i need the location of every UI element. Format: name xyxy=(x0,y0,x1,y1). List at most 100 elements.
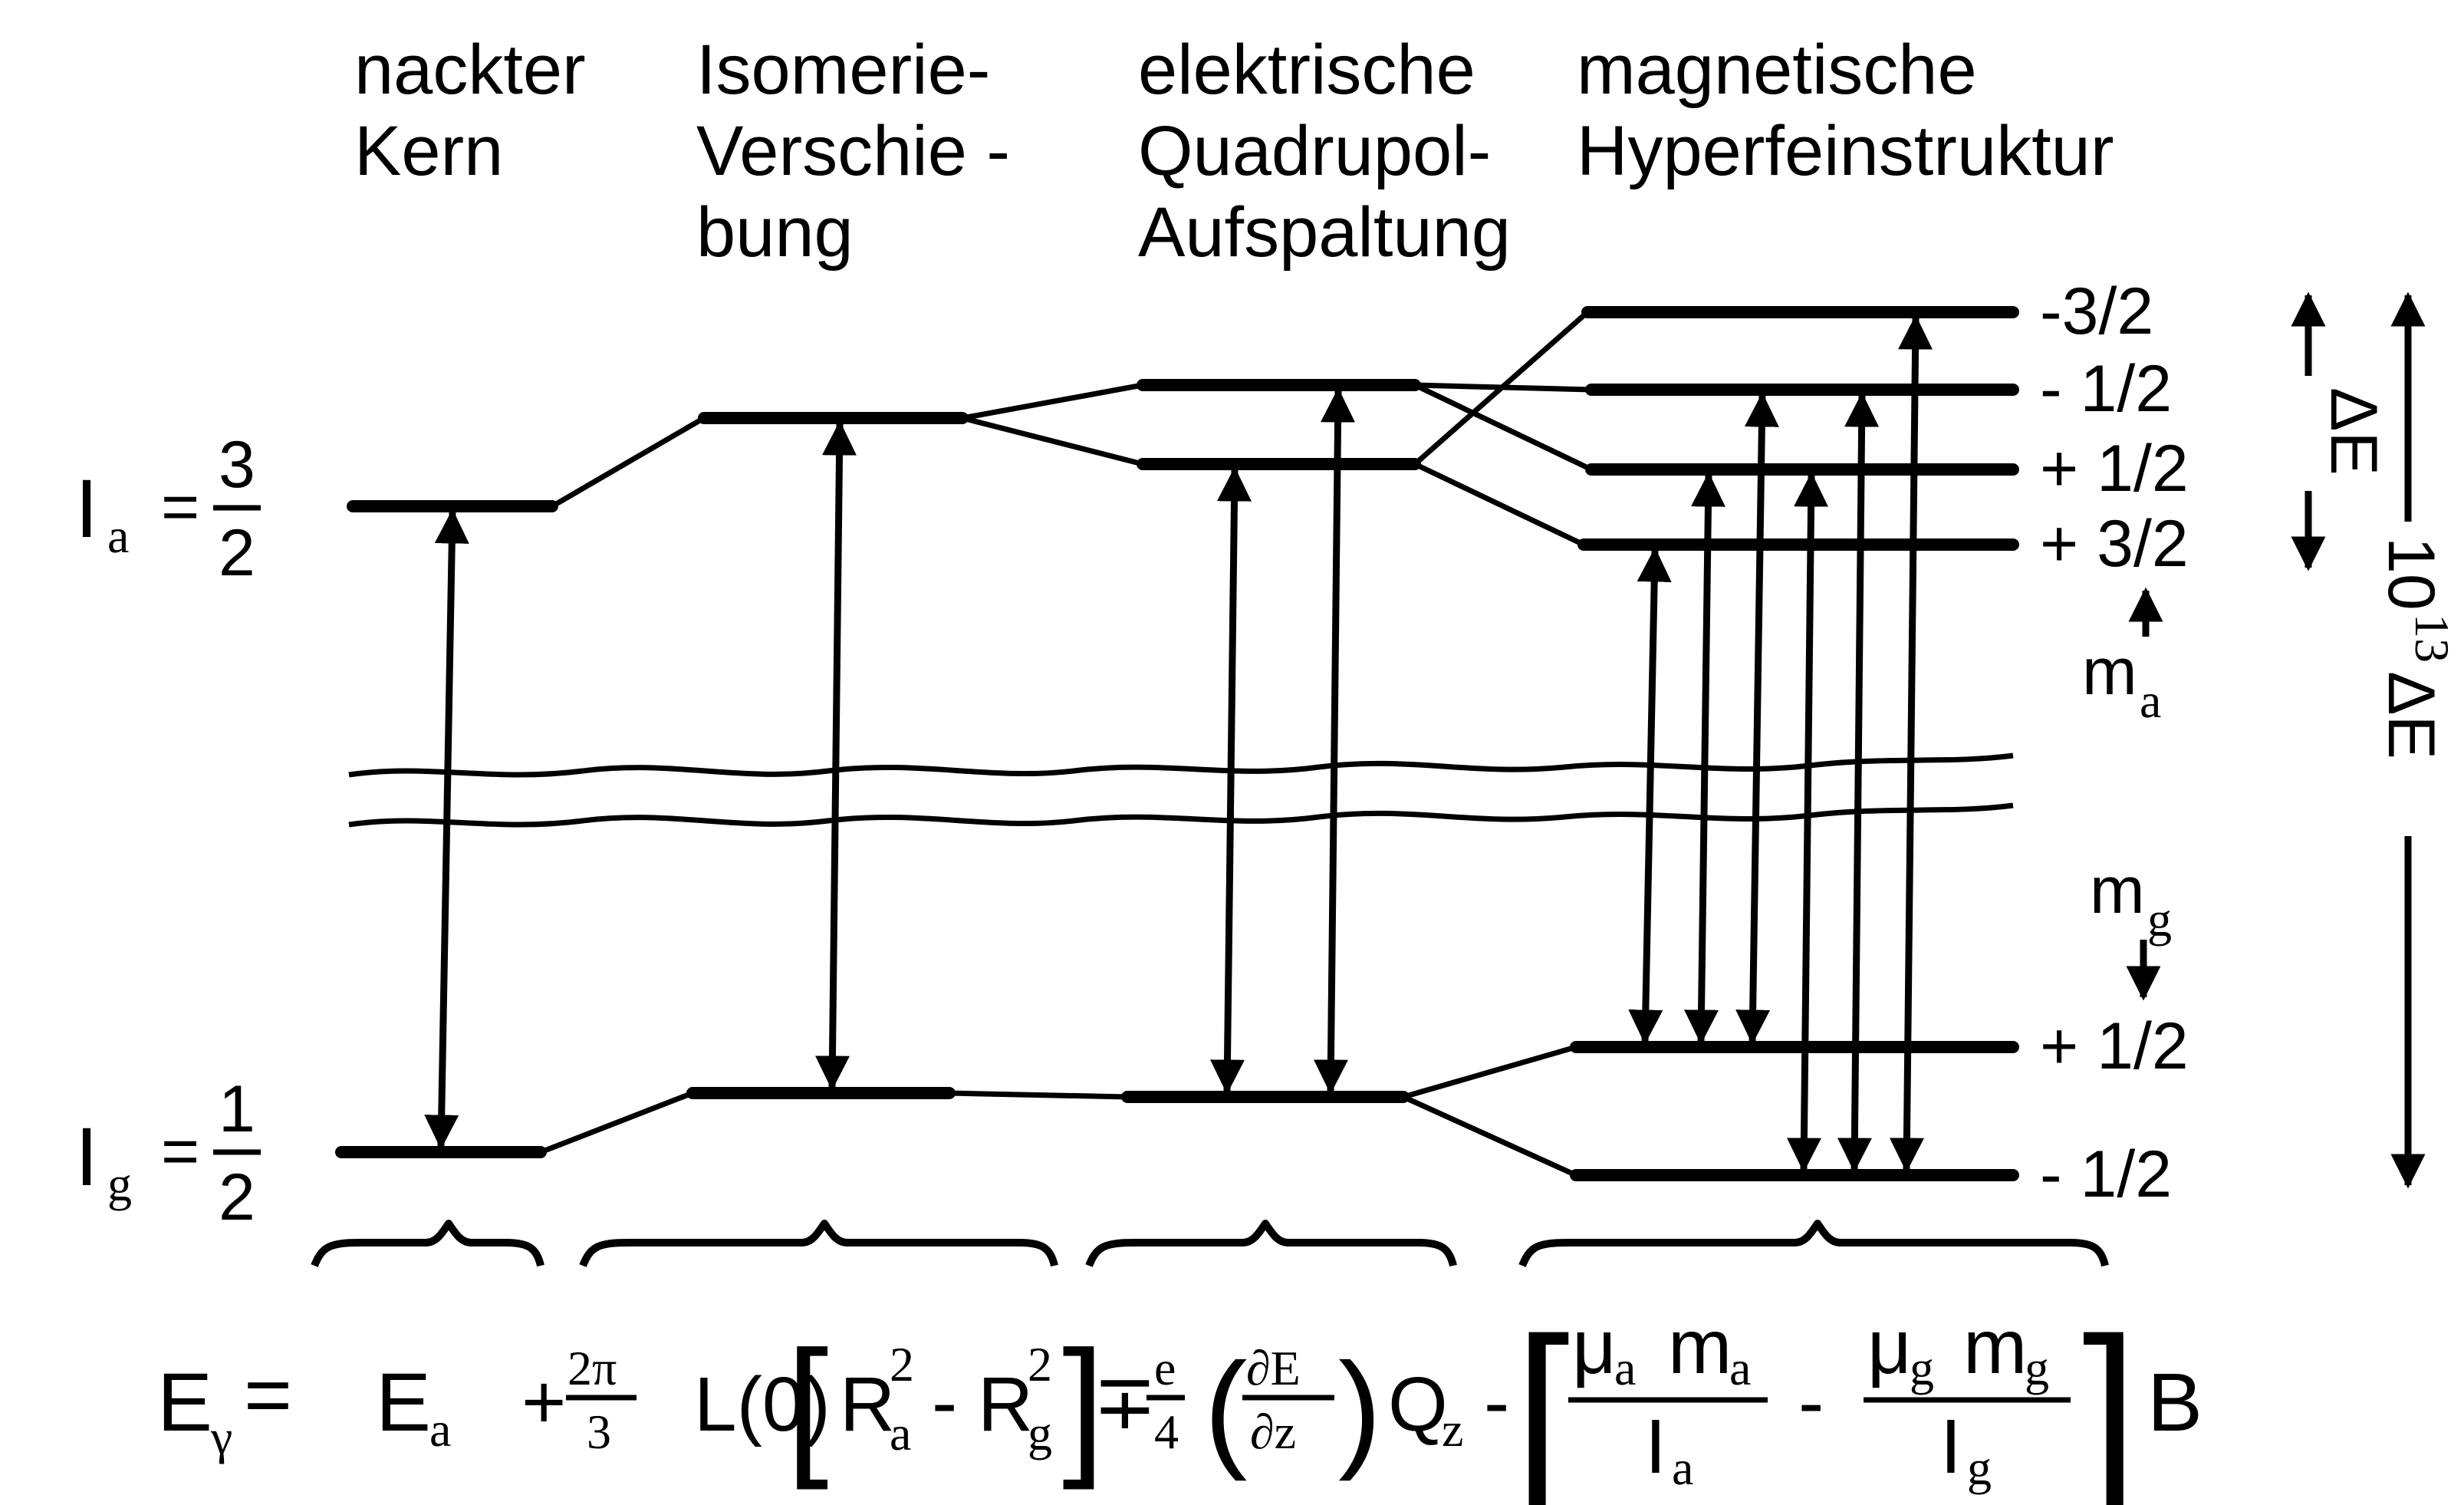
svg-text:E: E xyxy=(157,1355,212,1448)
transition-mag-1 xyxy=(1628,547,1672,1045)
m-label-g-m1-2: - 1/2 xyxy=(2040,1138,2172,1211)
svg-text:g: g xyxy=(107,1157,132,1211)
svg-text:a: a xyxy=(429,1402,451,1457)
svg-text:I: I xyxy=(75,1110,98,1203)
svg-text:E: E xyxy=(376,1355,431,1448)
svg-text:-: - xyxy=(1798,1359,1824,1445)
svg-text:+: + xyxy=(521,1359,566,1445)
svg-text:g: g xyxy=(2025,1341,2049,1395)
spin-label-excited: I a = 3 2 xyxy=(75,428,261,590)
svg-text:ΔE: ΔE xyxy=(2374,671,2448,759)
svg-text:13: 13 xyxy=(2405,614,2459,663)
svg-text:2: 2 xyxy=(1028,1337,1052,1391)
m-label-a-m1-2: - 1/2 xyxy=(2040,352,2172,426)
svg-text:m: m xyxy=(1668,1304,1732,1390)
header-quadrupole-line1: elektrische xyxy=(1138,31,1475,109)
svg-text:-: - xyxy=(1484,1359,1509,1445)
axis-break xyxy=(348,752,2014,828)
header-magnetic-line2: Hyperfeinstruktur xyxy=(1577,112,2114,190)
svg-text:-: - xyxy=(932,1359,957,1445)
svg-text:a: a xyxy=(107,509,129,563)
svg-text:m: m xyxy=(1963,1304,2027,1390)
svg-text:g: g xyxy=(1028,1406,1052,1461)
m-labels: -3/2 - 1/2 + 1/2 + 3/2 m a m g + 1/2 - 1… xyxy=(2040,275,2189,1211)
svg-text:∂z: ∂z xyxy=(1250,1405,1296,1459)
svg-text:10: 10 xyxy=(2374,537,2448,611)
svg-text:1: 1 xyxy=(219,1072,255,1146)
transition-mag-6 xyxy=(1889,315,1933,1173)
header-quadrupole-line3: Aufspaltung xyxy=(1138,193,1511,272)
svg-text:2π: 2π xyxy=(567,1341,617,1395)
column-headers: nackter Kern Isomerie- Verschie - bung e… xyxy=(354,31,2114,272)
level-connectors xyxy=(539,310,1593,1178)
svg-text:=: = xyxy=(161,1115,199,1188)
transition-mag-2 xyxy=(1684,472,1725,1045)
svg-text:R: R xyxy=(978,1362,1033,1447)
transition-bare xyxy=(424,509,469,1150)
svg-text:4: 4 xyxy=(1154,1405,1179,1459)
energy-formula: E γ = E a + 2π 3 L(0) [ R 2 a - R 2 g ] … xyxy=(157,1297,2202,1505)
mag-frac-g: μ g m g I g xyxy=(1864,1304,2071,1495)
svg-text:): ) xyxy=(1338,1336,1382,1482)
header-bare-line2: Kern xyxy=(354,112,503,190)
svg-text:[: [ xyxy=(786,1319,829,1490)
mag-frac-a: μ a m a I a xyxy=(1568,1304,1768,1495)
svg-text:g: g xyxy=(1910,1341,1934,1395)
m-label-a-m3-2: -3/2 xyxy=(2040,275,2153,348)
svg-text:]: ] xyxy=(1062,1319,1105,1490)
svg-text:B: B xyxy=(2147,1355,2202,1448)
mg-label: m g xyxy=(2090,854,2172,947)
m-label-a-p1-2: + 1/2 xyxy=(2040,432,2189,506)
header-quadrupole-line2: Quadrupol- xyxy=(1138,112,1491,190)
braces xyxy=(311,1220,2109,1267)
svg-text:∓: ∓ xyxy=(1093,1359,1157,1445)
svg-text:I: I xyxy=(1940,1404,1962,1490)
transition-mag-4 xyxy=(1786,472,1829,1173)
delta-e-large: 10 13 ΔE xyxy=(2374,537,2459,759)
svg-text:a: a xyxy=(890,1406,911,1461)
header-magnetic-line1: magnetische xyxy=(1577,31,1977,109)
svg-text:2: 2 xyxy=(890,1337,914,1391)
svg-text:2: 2 xyxy=(219,516,255,590)
svg-text:(: ( xyxy=(1204,1336,1248,1482)
m-label-g-p1-2: + 1/2 xyxy=(2040,1009,2189,1083)
svg-text:]: ] xyxy=(2082,1297,2137,1505)
header-isomer-line2: Verschie - xyxy=(696,112,1010,190)
svg-text:g: g xyxy=(2147,892,2172,947)
svg-text:I: I xyxy=(1645,1404,1666,1490)
svg-text:[: [ xyxy=(1515,1297,1571,1505)
svg-text:γ: γ xyxy=(210,1410,232,1464)
svg-text:R: R xyxy=(840,1362,895,1447)
svg-text:3: 3 xyxy=(219,428,255,502)
transition-isomer xyxy=(814,420,857,1091)
transition-mag-5 xyxy=(1837,392,1880,1173)
spin-label-ground: I g = 1 2 xyxy=(75,1072,261,1234)
header-isomer-line3: bung xyxy=(696,193,854,272)
svg-text:L(0): L(0) xyxy=(694,1362,831,1447)
header-bare-line1: nackter xyxy=(354,31,586,109)
transition-quad-1 xyxy=(1210,466,1252,1095)
svg-text:3: 3 xyxy=(587,1405,611,1459)
m-label-a-p3-2: + 3/2 xyxy=(2040,507,2189,581)
delta-e-small: ΔE xyxy=(2317,387,2390,476)
svg-text:∂E: ∂E xyxy=(1246,1341,1301,1395)
svg-text:e: e xyxy=(1154,1341,1176,1395)
transition-arrows xyxy=(424,315,1933,1173)
energy-scale: ΔE 10 13 ΔE xyxy=(2291,291,2459,1189)
ma-label: m a xyxy=(2082,635,2161,728)
transition-quad-2 xyxy=(1313,387,1356,1095)
header-isomer-line1: Isomerie- xyxy=(696,31,990,109)
svg-text:=: = xyxy=(161,470,199,544)
svg-text:μ: μ xyxy=(1867,1304,1912,1390)
svg-text:z: z xyxy=(1442,1402,1463,1457)
svg-text:μ: μ xyxy=(1572,1304,1617,1390)
svg-text:a: a xyxy=(1672,1441,1693,1495)
svg-text:=: = xyxy=(244,1348,292,1441)
svg-text:a: a xyxy=(1614,1341,1636,1395)
svg-text:a: a xyxy=(1729,1341,1751,1395)
svg-text:a: a xyxy=(2140,673,2161,728)
svg-text:I: I xyxy=(75,462,98,555)
transition-mag-3 xyxy=(1735,392,1779,1045)
svg-text:m: m xyxy=(2082,635,2137,709)
